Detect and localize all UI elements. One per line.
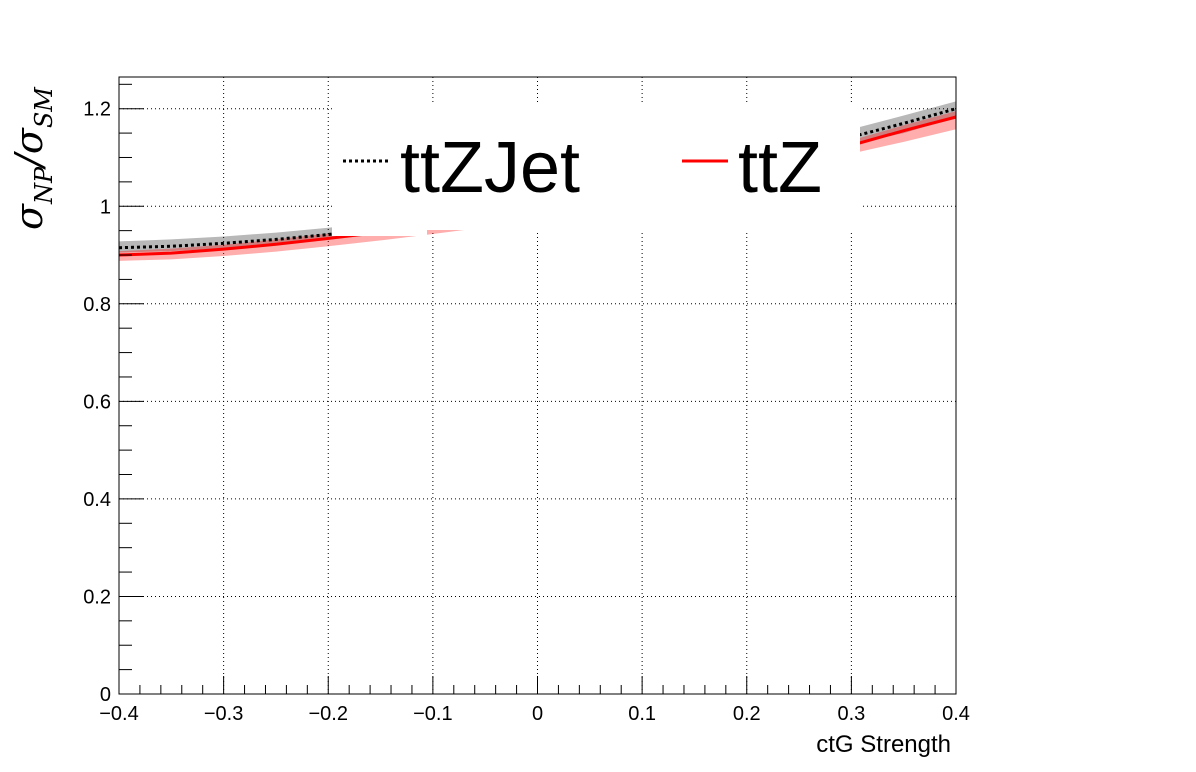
y-tick-label: 0.6 (83, 391, 111, 413)
y-axis: 0 0.2 0.4 0.6 0.8 1 1.2 (83, 83, 144, 706)
x-tick-label: −0.4 (99, 703, 138, 725)
y-tick-label: 0 (100, 684, 111, 706)
x-tick-label: −0.2 (309, 703, 348, 725)
x-tick-label: −0.1 (413, 703, 452, 725)
x-tick-label: 0.4 (942, 703, 970, 725)
legend: ttZJet ttZ (332, 103, 860, 236)
x-tick-label: 0 (532, 703, 543, 725)
y-tick-label: 1 (100, 196, 111, 218)
y-tick-label: 1.2 (83, 99, 111, 121)
svg-text:σNP/σSM: σNP/σSM (7, 86, 58, 230)
y-axis-title-sep: /σ (7, 127, 51, 171)
x-tick-label: 0.1 (628, 703, 656, 725)
y-tick-label: 0.4 (83, 489, 111, 511)
x-tick-label: 0.2 (733, 703, 761, 725)
y-tick-label: 0.2 (83, 586, 111, 608)
legend-box-extension (332, 103, 427, 236)
x-tick-label: 0.3 (837, 703, 865, 725)
y-axis-title-sigma: σ (7, 203, 51, 230)
x-axis-title: ctG Strength (816, 731, 951, 758)
y-axis-title: σNP/σSM (7, 86, 58, 230)
legend-label-ttz: ttZ (738, 128, 822, 208)
y-axis-title-sub-sm: SM (30, 86, 58, 128)
x-tick-label: −0.3 (204, 703, 243, 725)
legend-label-ttzjet: ttZJet (400, 128, 580, 208)
x-axis: −0.4 −0.3 −0.2 −0.1 0 0.1 0.2 0.3 0.4 (99, 676, 970, 725)
y-axis-title-sub-np: NP (30, 166, 58, 205)
y-tick-label: 0.8 (83, 294, 111, 316)
